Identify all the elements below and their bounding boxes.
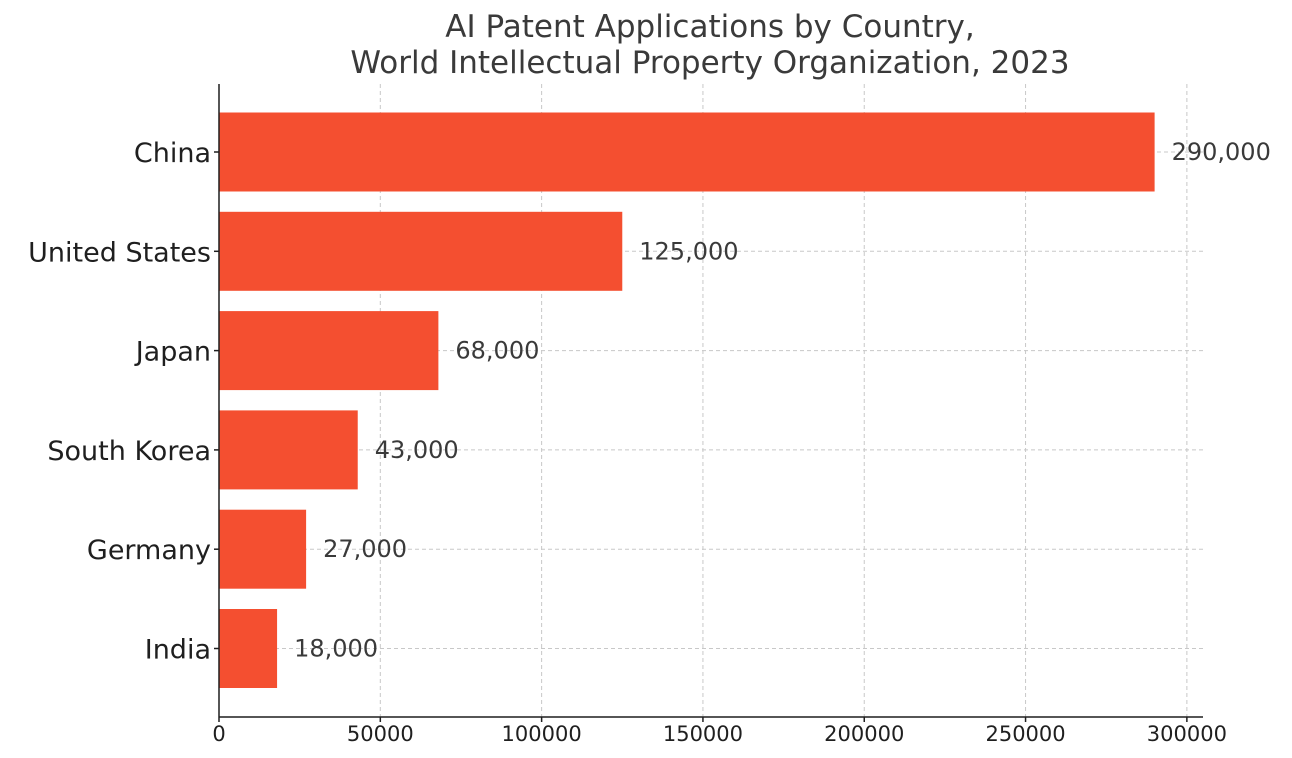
axes bbox=[218, 84, 1203, 718]
category-label: Japan bbox=[134, 337, 211, 368]
value-label: 125,000 bbox=[639, 237, 738, 265]
value-label: 290,000 bbox=[1172, 138, 1271, 166]
category-label: China bbox=[134, 138, 211, 169]
bar-south-korea bbox=[219, 410, 358, 490]
value-label: 43,000 bbox=[375, 436, 459, 464]
x-tick-label: 100000 bbox=[502, 722, 582, 746]
bar-japan bbox=[219, 311, 439, 391]
x-axis-ticks: 0 50000 100000 150000 200000 250000 300000 bbox=[212, 717, 1227, 746]
value-label: 68,000 bbox=[455, 337, 539, 365]
category-label: South Korea bbox=[47, 436, 211, 467]
category-label: United States bbox=[28, 237, 211, 268]
x-tick-label: 150000 bbox=[663, 722, 743, 746]
x-tick-label: 300000 bbox=[1147, 722, 1227, 746]
bar-china bbox=[219, 112, 1155, 192]
bar-india bbox=[219, 609, 278, 688]
x-tick-label: 0 bbox=[212, 722, 225, 746]
bars bbox=[219, 112, 1155, 688]
chart-title-line-2: World Intellectual Property Organization… bbox=[350, 45, 1069, 81]
category-label: Germany bbox=[87, 535, 211, 566]
value-label: 18,000 bbox=[294, 635, 378, 663]
x-tick-label: 250000 bbox=[985, 722, 1065, 746]
chart-title-line-1: AI Patent Applications by Country, bbox=[445, 9, 974, 45]
bar-germany bbox=[219, 509, 307, 589]
value-labels: 290,000 125,000 68,000 43,000 27,000 18,000 bbox=[294, 138, 1271, 663]
chart-title: AI Patent Applications by Country, World… bbox=[350, 9, 1069, 81]
category-labels: China United States Japan South Korea German… bbox=[28, 138, 219, 666]
bar-united-states bbox=[219, 211, 623, 291]
x-tick-label: 50000 bbox=[347, 722, 414, 746]
category-label: India bbox=[145, 635, 211, 666]
x-tick-label: 200000 bbox=[824, 722, 904, 746]
value-label: 27,000 bbox=[323, 535, 407, 563]
